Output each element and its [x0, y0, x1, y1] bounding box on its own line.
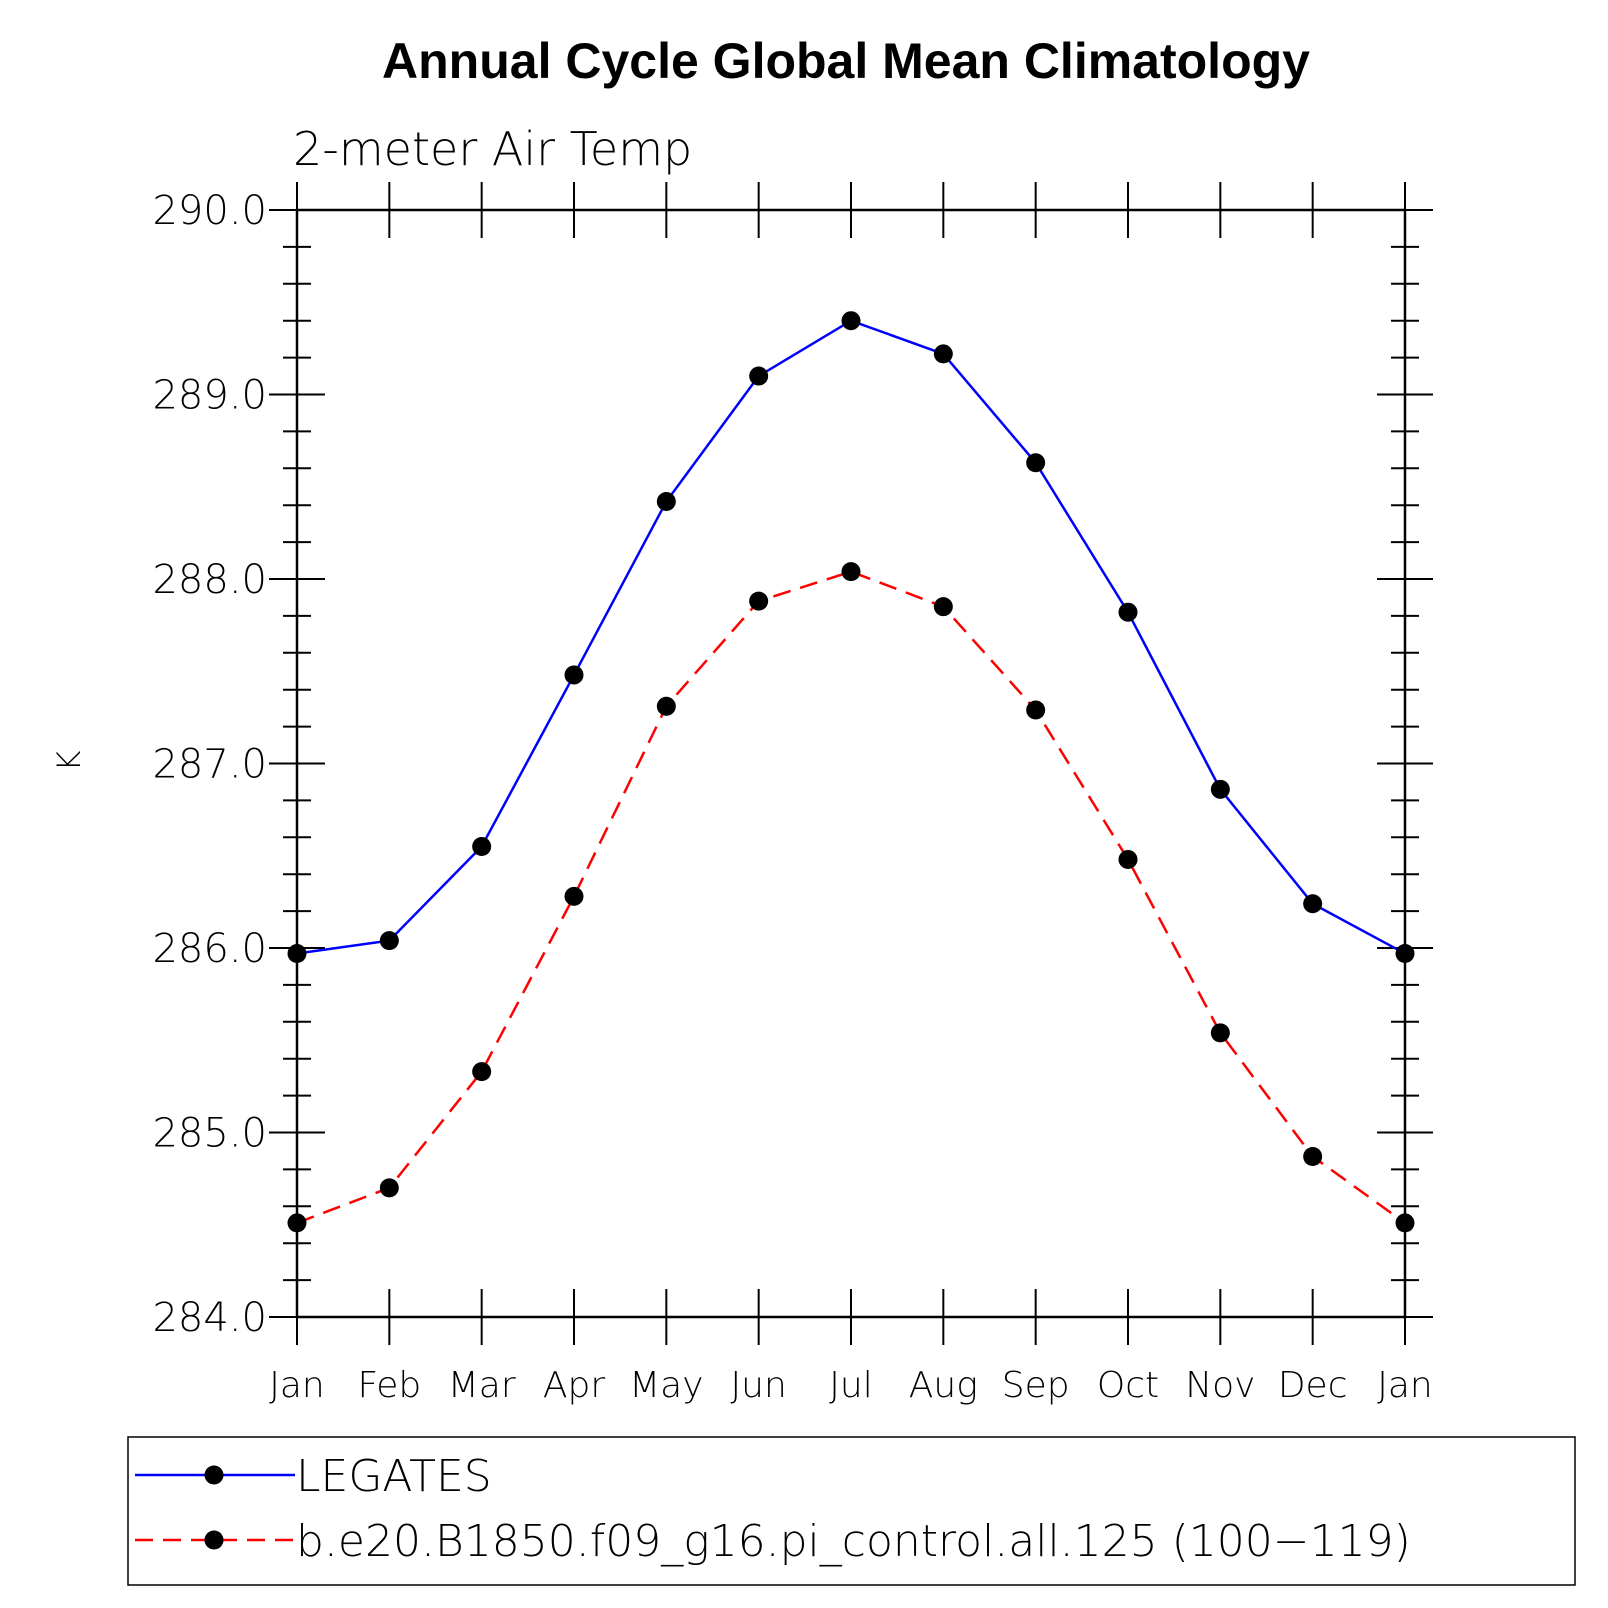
data-point — [749, 591, 769, 611]
x-tick-label: Jan — [1377, 1365, 1433, 1406]
legend-marker-1 — [204, 1465, 224, 1485]
x-tick-label: Feb — [357, 1365, 421, 1406]
chart-subtitle: 2-meter Air Temp — [293, 122, 692, 176]
data-point — [1395, 1213, 1415, 1233]
y-axis-label: K — [50, 750, 88, 771]
y-tick-label: 289.0 — [152, 373, 267, 419]
series-layer — [287, 311, 1415, 1233]
series-2 — [287, 562, 1415, 1233]
y-tick-label: 288.0 — [152, 557, 267, 603]
series-line-2 — [296, 570, 1406, 1225]
series-1 — [287, 311, 1415, 964]
data-point — [933, 597, 953, 617]
data-point — [564, 665, 584, 685]
data-point — [841, 562, 861, 582]
x-tick-label: Oct — [1097, 1365, 1159, 1406]
data-point — [656, 492, 676, 512]
data-point — [841, 311, 861, 331]
data-point — [1395, 944, 1415, 964]
legend-marker-2 — [204, 1530, 224, 1550]
data-point — [1118, 602, 1138, 622]
data-point — [564, 886, 584, 906]
y-tick-label: 286.0 — [152, 926, 267, 972]
data-point — [1118, 849, 1138, 869]
data-point — [933, 344, 953, 364]
data-point — [1026, 700, 1046, 720]
data-point — [1303, 894, 1323, 914]
plot-frame — [295, 208, 1407, 1319]
y-tick-label: 287.0 — [152, 742, 267, 788]
x-tick-label: Jan — [269, 1365, 325, 1406]
data-point — [287, 1213, 307, 1233]
x-tick-label: Aug — [909, 1365, 978, 1406]
x-tick-label: May — [629, 1365, 703, 1406]
data-point — [1303, 1146, 1323, 1166]
y-tick-label: 285.0 — [152, 1111, 267, 1157]
x-tick-label: Mar — [448, 1365, 516, 1406]
data-point — [472, 837, 492, 857]
legend-label-2: b.e20.B1850.f09_g16.pi_control.all.125 (… — [296, 1516, 1411, 1567]
x-tick-label: Jun — [731, 1365, 787, 1406]
legend-label-1: LEGATES — [296, 1451, 492, 1502]
data-point — [749, 366, 769, 386]
data-point — [1026, 453, 1046, 473]
x-tick-label: Sep — [1002, 1365, 1070, 1406]
x-tick-label: Jul — [829, 1365, 872, 1406]
chart-title: Annual Cycle Global Mean Climatology — [382, 33, 1310, 89]
legend: LEGATES b.e20.B1850.f09_g16.pi_control.al… — [127, 1436, 1576, 1586]
series-line-1 — [296, 319, 1406, 955]
legend-box — [127, 1436, 1576, 1586]
y-tick-label: 284.0 — [152, 1295, 267, 1341]
y-axis-ticks: 284.0 285.0 286.0 287.0 288.0 289.0 290.0 — [152, 188, 1433, 1341]
x-tick-label: Nov — [1185, 1365, 1255, 1406]
data-point — [1210, 1023, 1230, 1043]
data-point — [379, 931, 399, 951]
x-tick-label: Dec — [1278, 1365, 1348, 1406]
data-point — [656, 696, 676, 716]
data-point — [472, 1062, 492, 1082]
plot-axes — [295, 208, 1407, 1319]
y-tick-label: 290.0 — [152, 188, 267, 234]
data-point — [379, 1178, 399, 1198]
data-point — [1210, 779, 1230, 799]
data-point — [287, 944, 307, 964]
x-tick-label: Apr — [543, 1365, 605, 1406]
x-axis-ticks: Jan Feb Mar Apr May Jun Jul Aug Sep Oct Nov Dec Jan — [269, 182, 1433, 1406]
